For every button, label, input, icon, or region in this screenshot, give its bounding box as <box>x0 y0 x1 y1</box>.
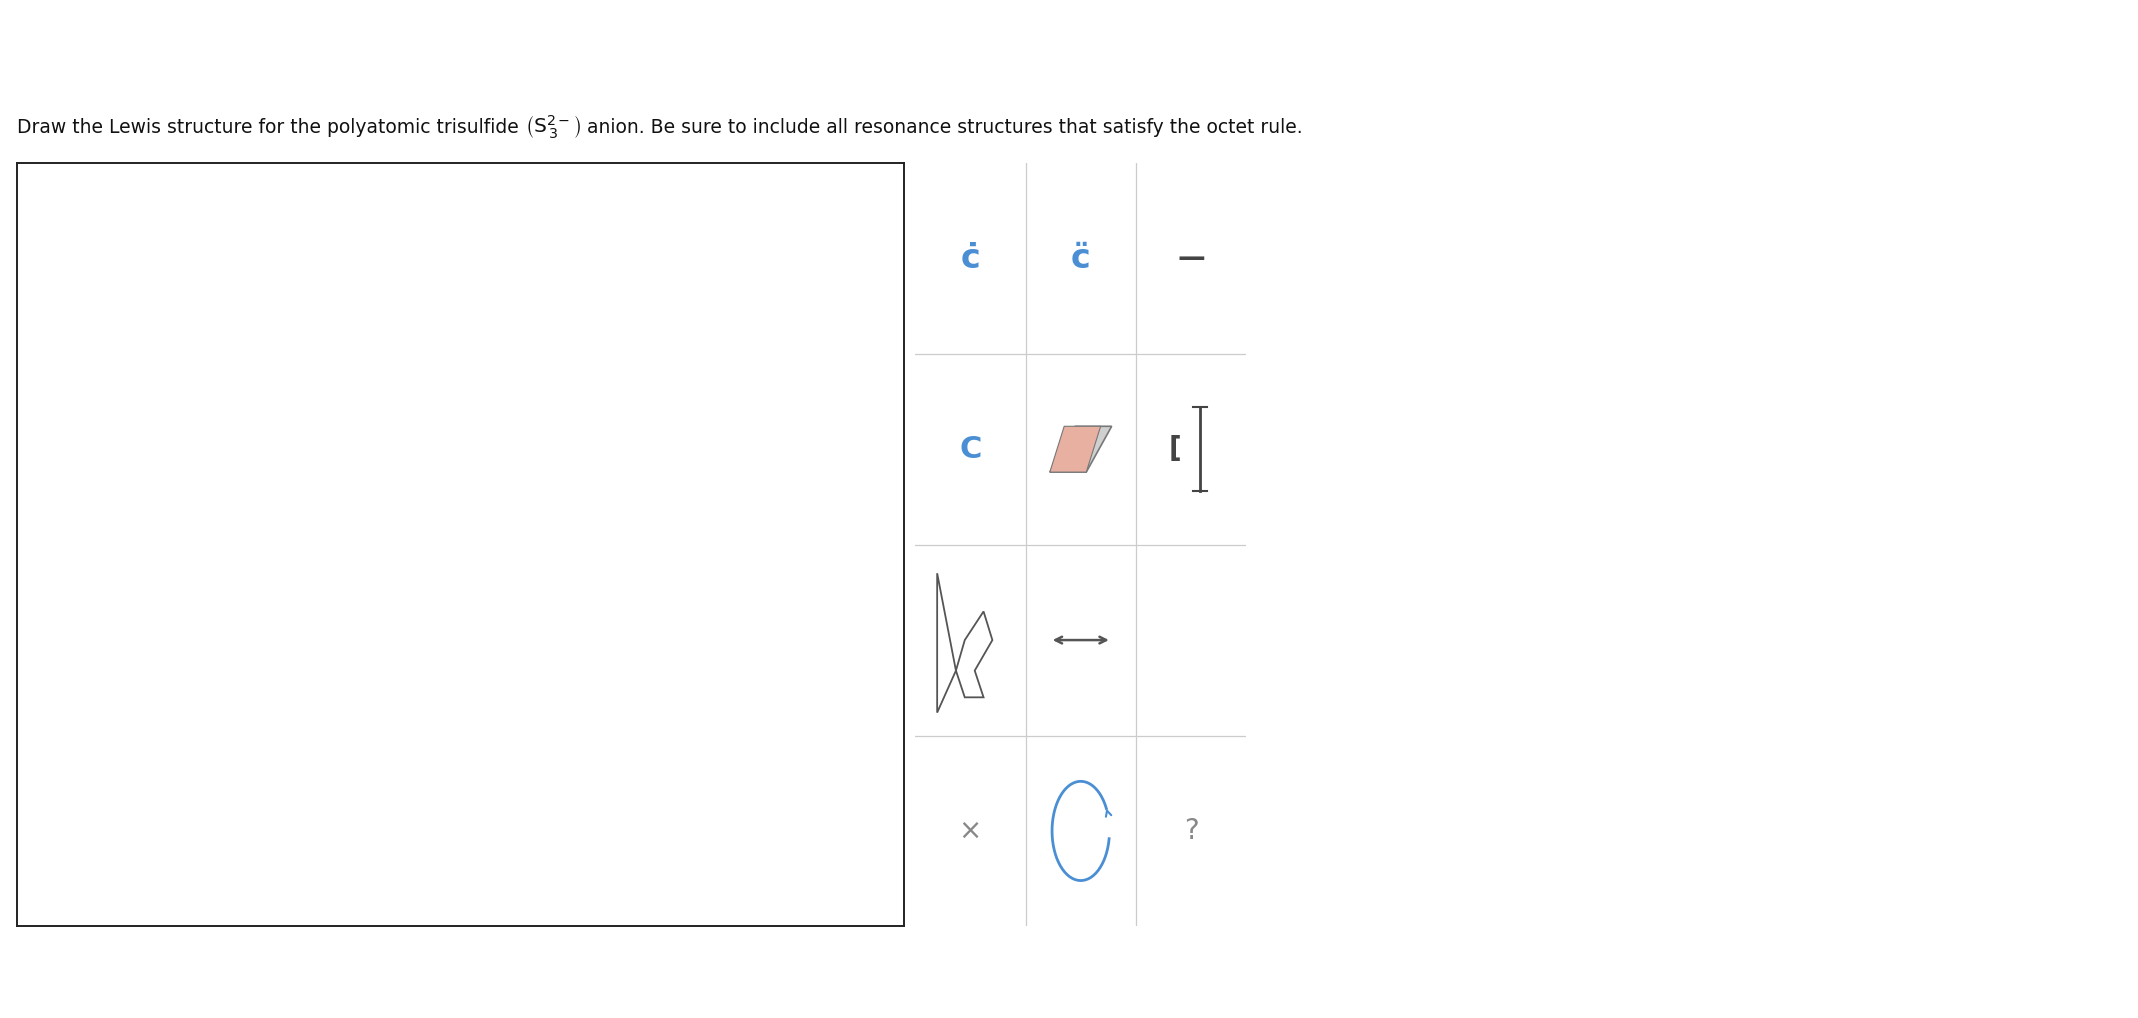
Polygon shape <box>1050 427 1101 472</box>
Text: anion. Be sure to include all resonance structures that satisfy the octet rule.: anion. Be sure to include all resonance … <box>582 118 1302 136</box>
Text: ×: × <box>958 816 981 845</box>
Text: ċ: ċ <box>960 242 979 275</box>
Text: C: C <box>960 435 981 463</box>
Text: c̈: c̈ <box>1071 242 1090 275</box>
Text: $\left(\mathregular{S}_{\,3}^{2-}\right)$: $\left(\mathregular{S}_{\,3}^{2-}\right)… <box>524 114 582 140</box>
Text: Draw the Lewis structure for the polyatomic trisulfide: Draw the Lewis structure for the polyato… <box>17 118 524 136</box>
Polygon shape <box>1050 427 1112 472</box>
Text: [: [ <box>1167 435 1180 463</box>
Text: —: — <box>1178 244 1206 273</box>
Text: ?: ? <box>1184 816 1199 845</box>
